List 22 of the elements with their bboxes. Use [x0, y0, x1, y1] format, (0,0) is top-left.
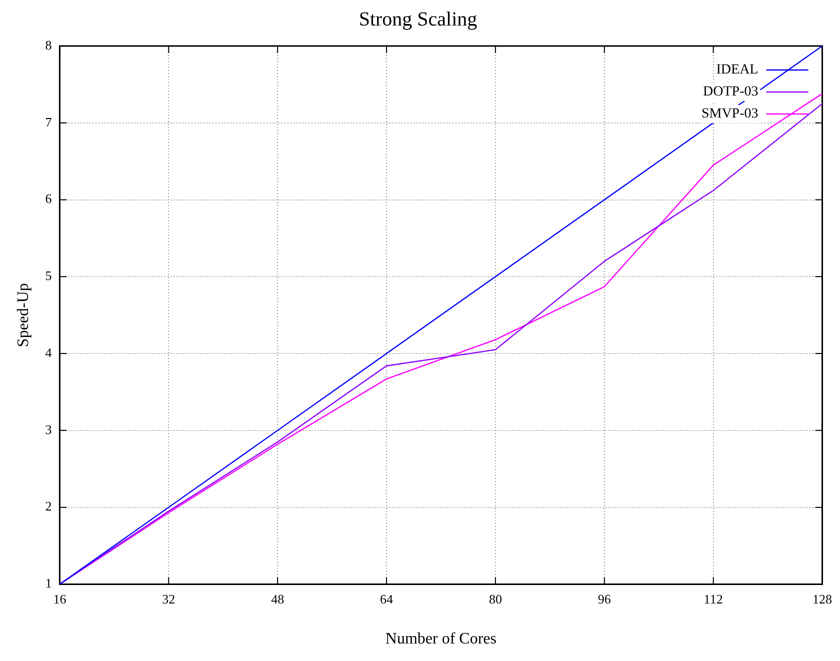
y-tick-label: 5 [45, 268, 52, 284]
x-tick-label: 112 [704, 591, 723, 606]
legend-label: IDEAL [716, 62, 758, 78]
x-tick-label: 80 [488, 591, 502, 606]
y-tick-label: 1 [45, 576, 52, 591]
y-tick-label: 2 [45, 498, 52, 514]
x-tick-label: 16 [53, 591, 67, 606]
x-tick-label: 32 [162, 591, 176, 606]
y-tick-label: 3 [45, 422, 52, 437]
legend-label: DOTP-03 [703, 84, 758, 100]
x-axis-title: Number of Cores [385, 630, 497, 648]
x-tick-label: 128 [812, 591, 832, 606]
x-tick-label: 48 [271, 591, 284, 606]
legend-label: SMVP-03 [701, 106, 758, 122]
chart-title: Strong Scaling [358, 8, 478, 30]
y-tick-label: 7 [45, 114, 52, 130]
x-tick-label: 96 [598, 591, 612, 606]
y-tick-label: 4 [45, 344, 52, 360]
y-tick-label: 8 [45, 37, 52, 52]
y-tick-label: 6 [45, 191, 52, 206]
x-tick-label: 64 [380, 591, 394, 606]
y-axis-title: Speed-Up [14, 283, 32, 348]
